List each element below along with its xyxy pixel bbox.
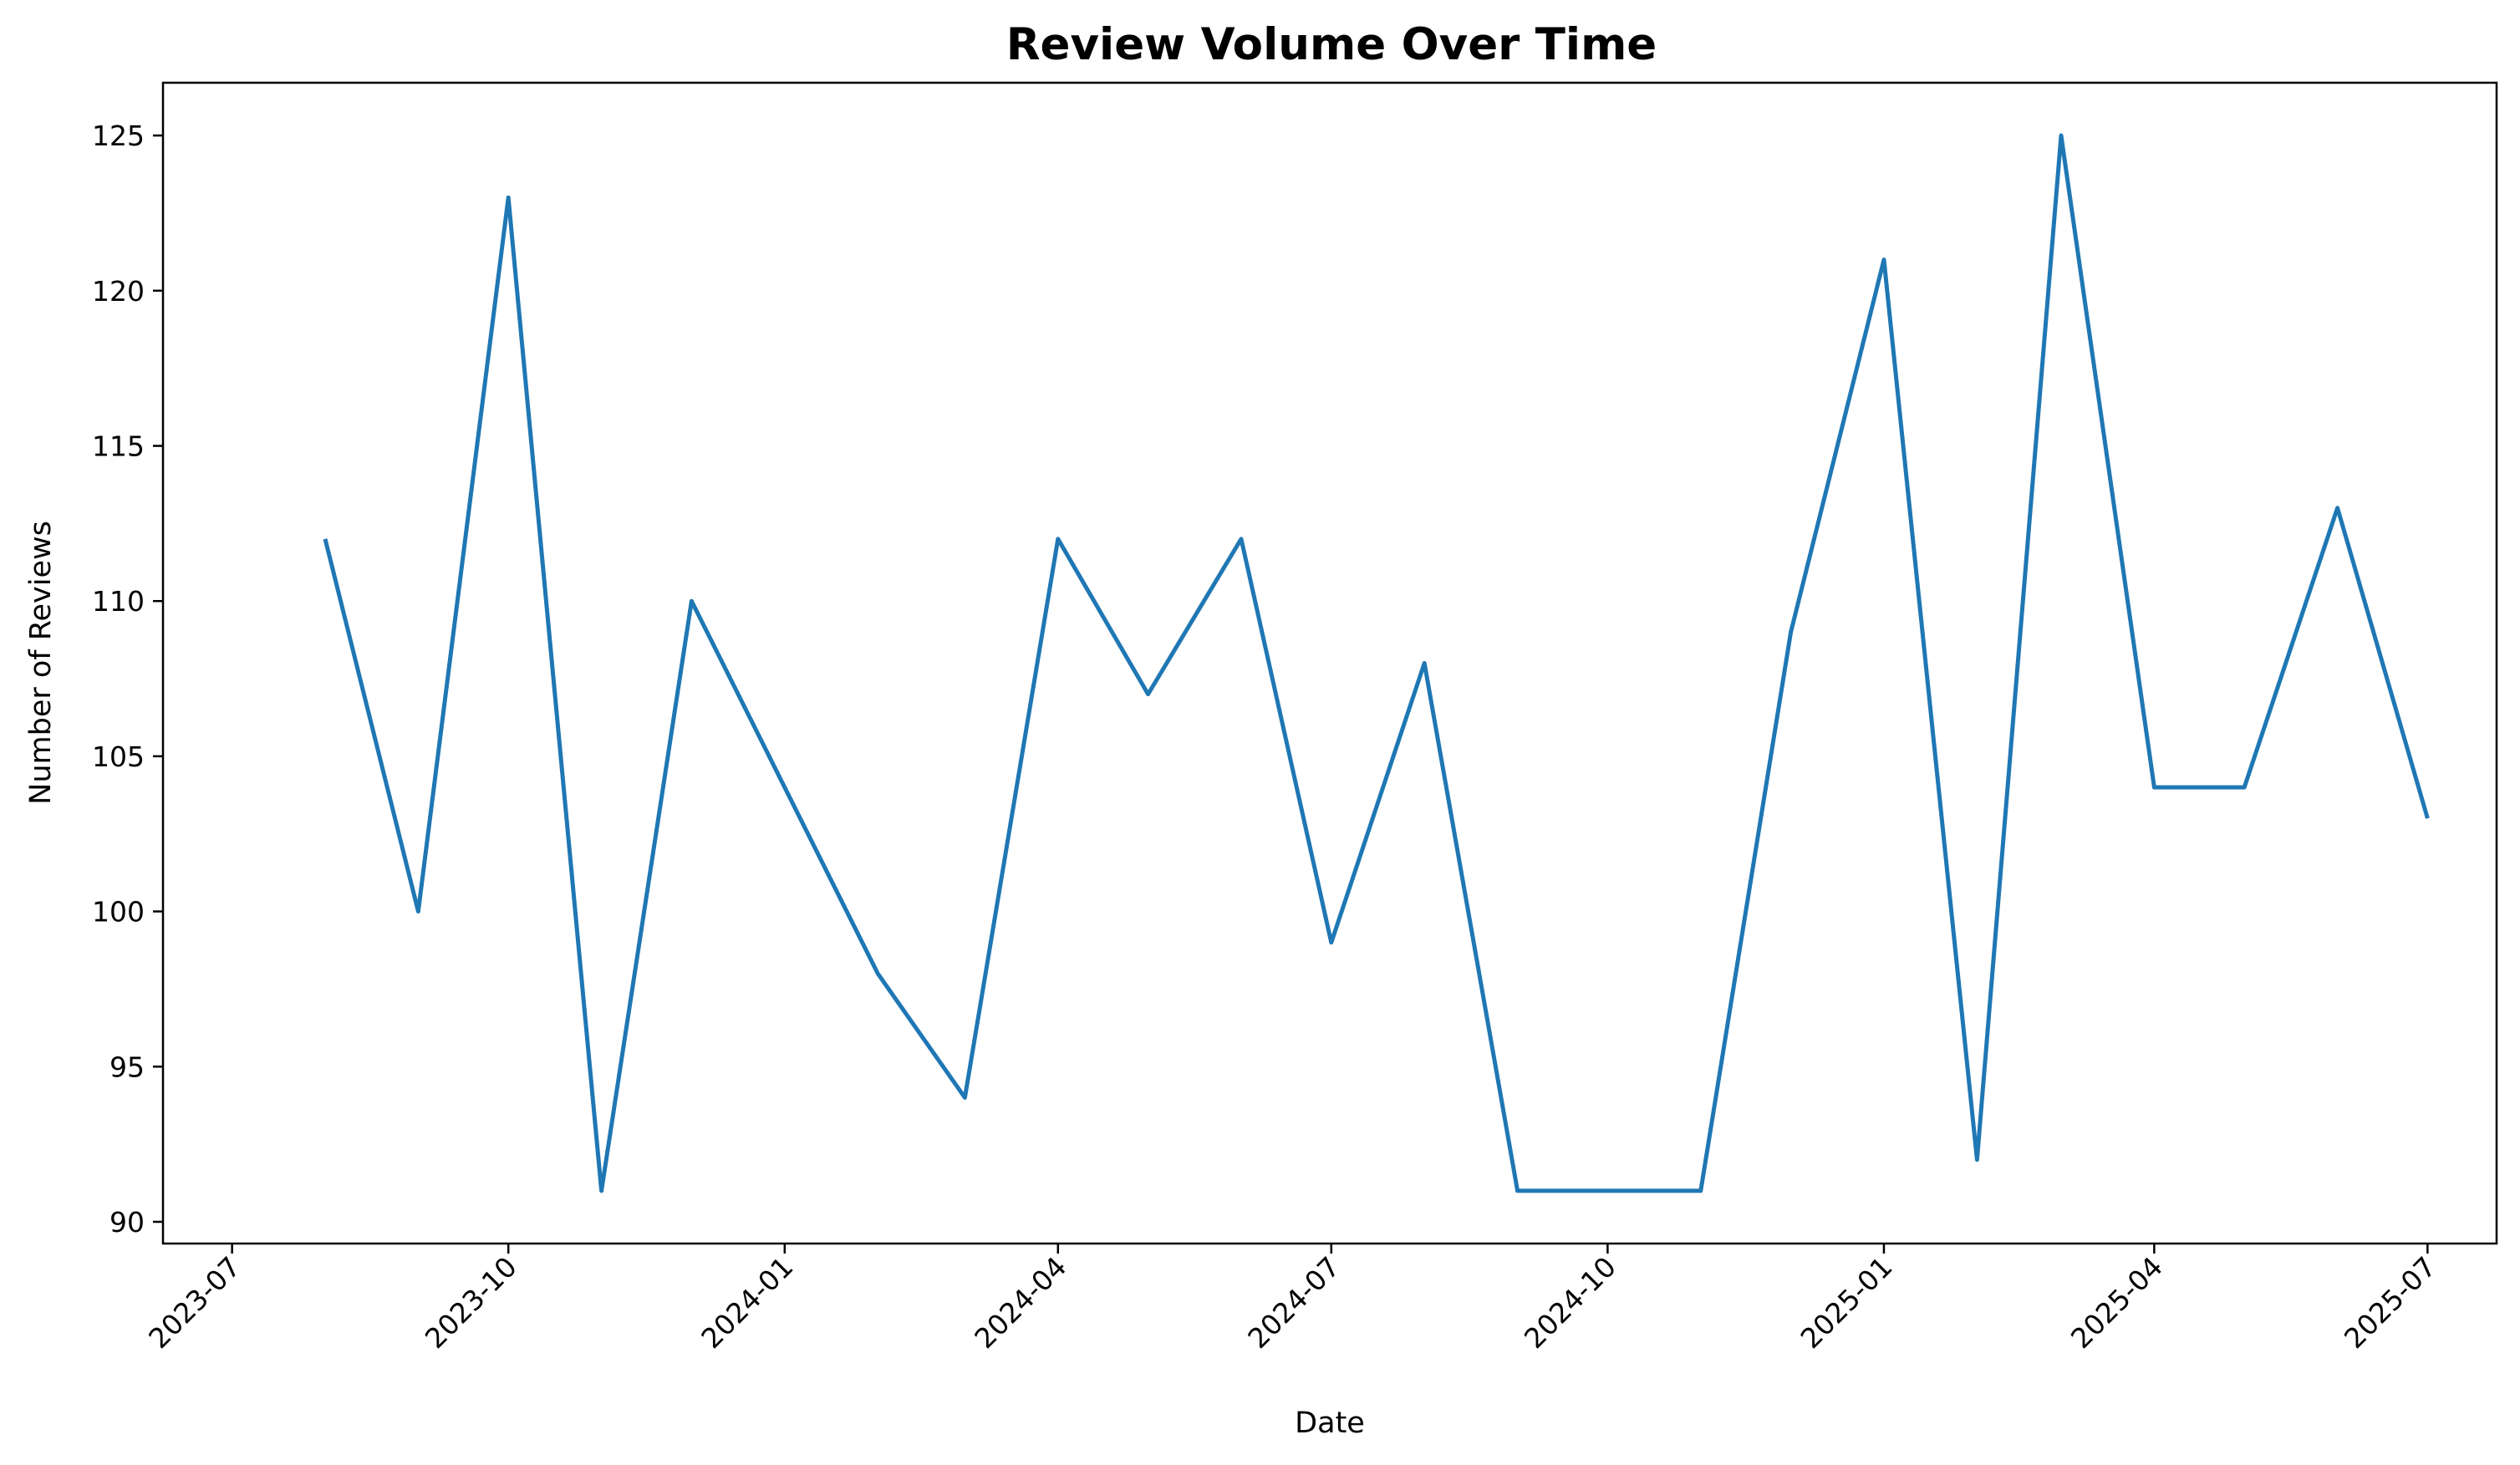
y-tick-label: 115	[92, 430, 145, 463]
x-axis-label: Date	[1295, 1407, 1365, 1440]
plot-frame	[161, 81, 2498, 1245]
y-tick-label: 95	[109, 1050, 145, 1083]
y-tick-label: 100	[92, 896, 145, 928]
y-tick-label: 105	[92, 740, 145, 773]
chart-title: Review Volume Over Time	[1006, 19, 1657, 70]
y-tick-label: 125	[92, 120, 145, 152]
y-axis-label: Number of Reviews	[24, 521, 58, 805]
y-tick-label: 90	[109, 1206, 145, 1239]
y-tick-label: 120	[92, 275, 145, 308]
y-axis: 90 95 100 105 110 115 120 125	[92, 120, 163, 1239]
y-tick-label: 110	[92, 585, 145, 618]
series-line	[323, 133, 2430, 1193]
